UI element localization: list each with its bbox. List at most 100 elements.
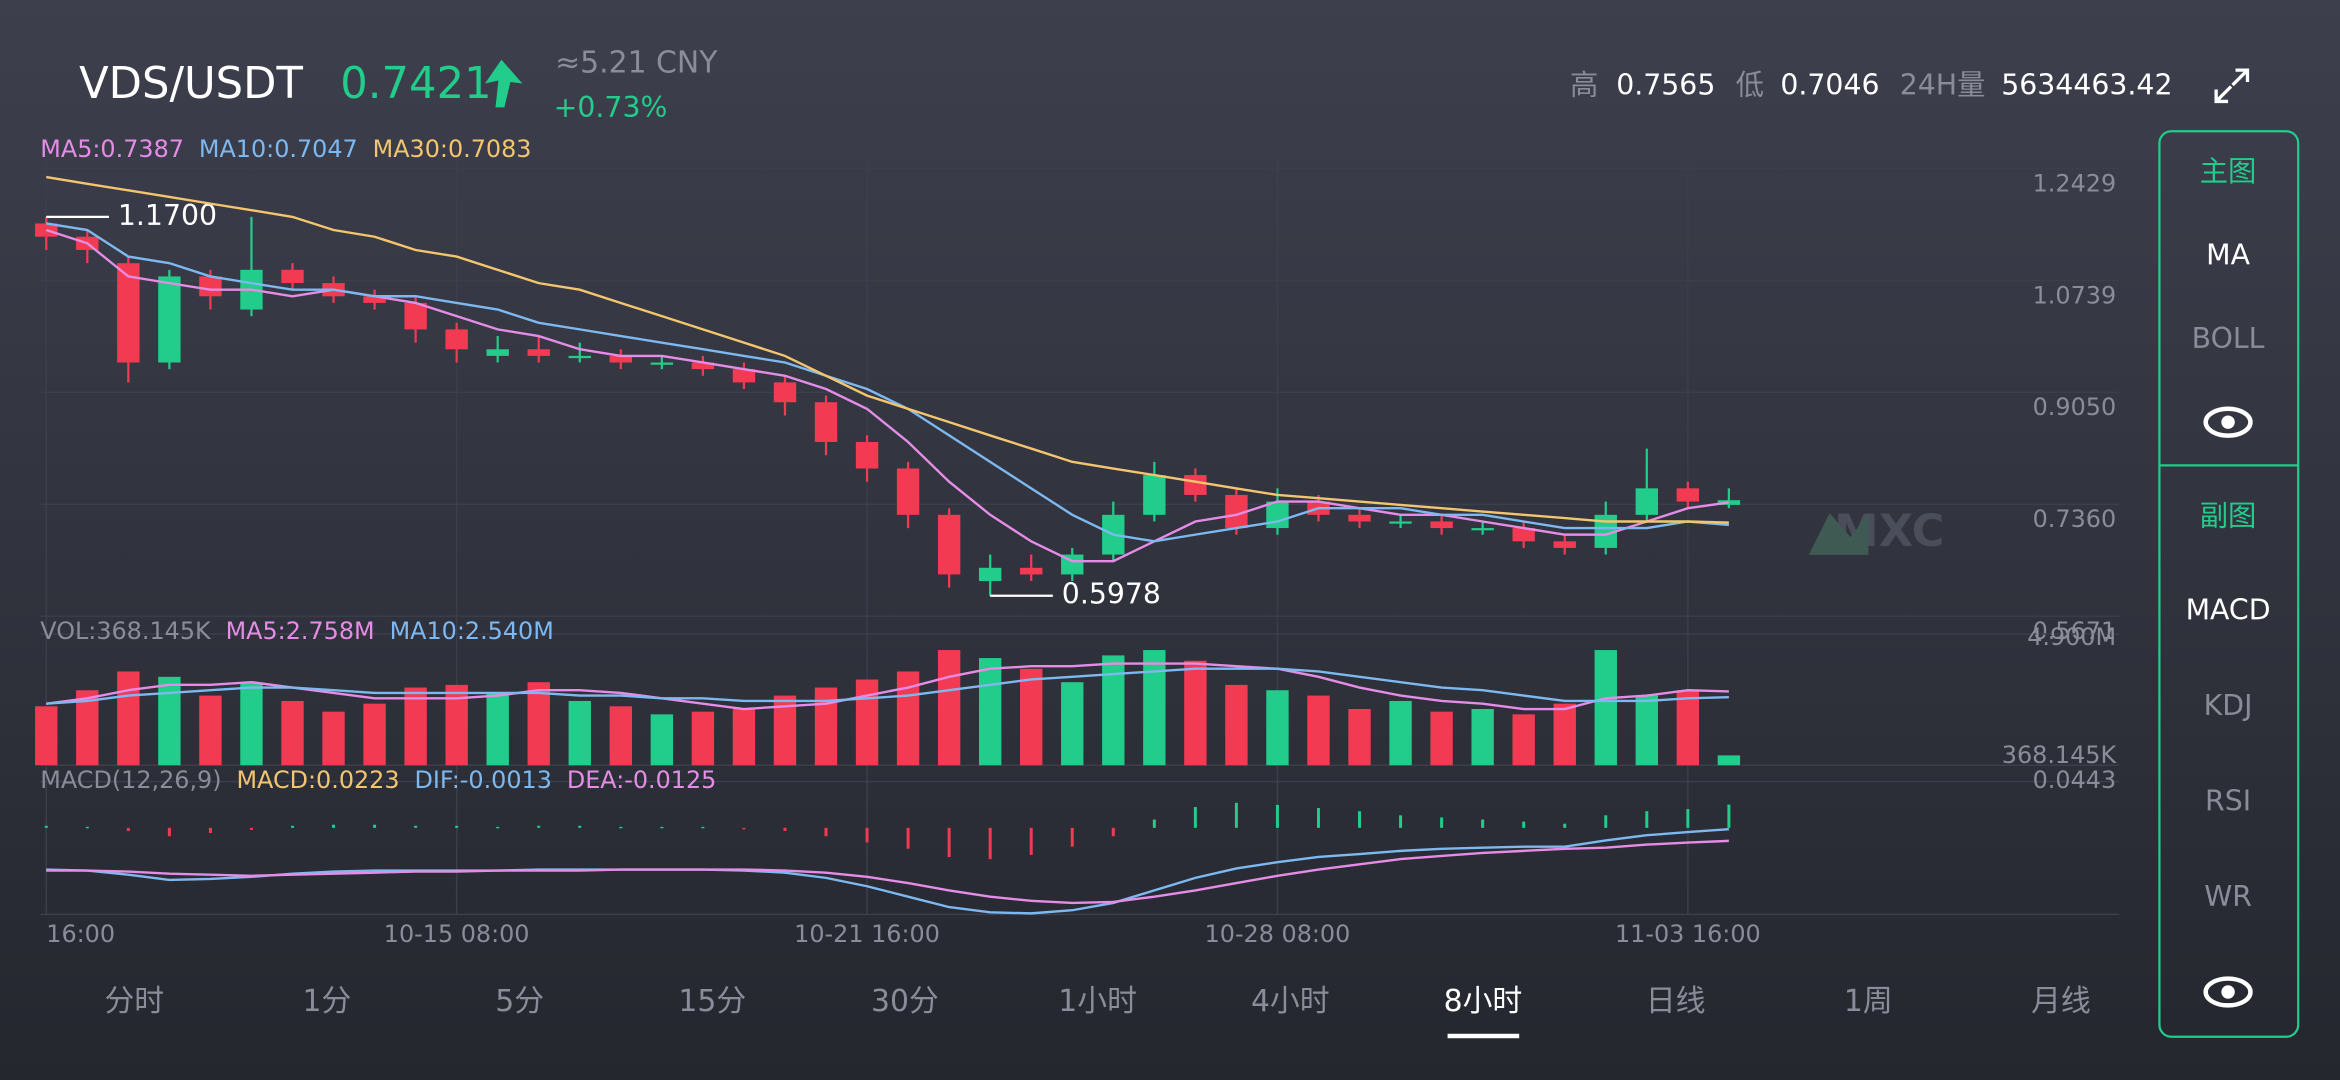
main-indicator[interactable]: BOLL <box>2192 322 2265 355</box>
interval-tab[interactable]: 1小时 <box>1058 984 1137 1019</box>
candle-body <box>814 402 838 442</box>
x-tick-label: 10-21 16:00 <box>794 920 940 948</box>
macd-bar <box>947 827 951 858</box>
volume-bar <box>486 692 509 766</box>
candle-body <box>1512 528 1535 542</box>
macd-bar <box>1522 821 1526 828</box>
interval-tab[interactable]: 1周 <box>1844 984 1893 1019</box>
x-tick-label: 11-03 16:00 <box>1615 920 1761 948</box>
volume-bar <box>1061 682 1084 766</box>
macd-bar <box>1563 823 1567 828</box>
macd-bar <box>1275 804 1279 828</box>
candle-body <box>1184 475 1207 495</box>
interval-tab[interactable]: 15分 <box>678 984 746 1019</box>
candle-body <box>896 468 920 515</box>
volume-bar <box>158 676 181 766</box>
candle-body <box>527 349 550 356</box>
candle-body <box>609 355 633 363</box>
interval-tab[interactable]: 30分 <box>871 984 939 1019</box>
interval-tab[interactable]: 1分 <box>303 984 352 1019</box>
macd-bar <box>126 827 130 831</box>
fullscreen-button[interactable] <box>2214 68 2250 104</box>
interval-tab[interactable]: 日线 <box>1646 984 1706 1019</box>
macd-bar <box>783 827 787 831</box>
legend-entry: DEA:-0.0125 <box>567 766 717 794</box>
volume-bar <box>1594 650 1617 766</box>
macd-bar <box>44 825 48 828</box>
candle-body <box>199 276 222 297</box>
legend-entry: MA10:0.7047 <box>199 135 358 163</box>
sub-indicator[interactable]: WR <box>2204 880 2252 913</box>
macd-bar <box>455 825 459 828</box>
macd-bar <box>373 824 377 828</box>
indicator-line <box>46 839 1729 905</box>
max-label: 1.1700 <box>118 199 217 232</box>
macd-bar <box>496 826 500 829</box>
indicator-line <box>46 828 1729 915</box>
x-tick-label: 16:00 <box>46 920 115 948</box>
sub-chart-title: 副图 <box>2200 500 2257 533</box>
candle-body <box>978 567 1002 582</box>
candle-body <box>1471 528 1494 531</box>
volume-bar <box>1430 711 1453 766</box>
volume-bar <box>363 703 386 766</box>
x-tick-label: 10-28 08:00 <box>1205 920 1351 948</box>
interval-tab[interactable]: 分时 <box>104 984 164 1019</box>
active-tab-underline <box>1447 1033 1520 1039</box>
macd-bar <box>1316 808 1320 828</box>
macd-bar <box>1481 819 1485 828</box>
sub-indicator[interactable]: MACD <box>2186 594 2271 627</box>
macd-bar <box>701 826 705 829</box>
macd-bar <box>1399 815 1403 828</box>
volume-bar <box>199 695 222 766</box>
last-price: 0.7421 <box>340 59 491 109</box>
interval-tab[interactable]: 月线 <box>2031 984 2091 1019</box>
volume-bar <box>1102 655 1125 766</box>
volume-bar <box>1266 690 1289 766</box>
volume-bar <box>240 682 263 766</box>
volume-bar <box>1184 660 1207 766</box>
macd-bar <box>1111 827 1115 837</box>
macd-bar <box>988 827 992 860</box>
macd-bar <box>1645 811 1649 828</box>
main-eye-toggle[interactable] <box>2203 406 2253 438</box>
legend-entry: DIF:-0.0013 <box>414 766 551 794</box>
sub-eye-toggle[interactable] <box>2203 976 2253 1008</box>
volume-bar <box>1635 695 1658 766</box>
candle-body <box>691 362 715 370</box>
candle-body <box>1143 475 1166 515</box>
indicator-line <box>46 662 1729 711</box>
y-tick-label: 1.0739 <box>2033 281 2117 309</box>
volume-bar <box>1348 708 1371 766</box>
x-tick-label: 10-15 08:00 <box>384 920 530 948</box>
macd-bar <box>824 827 828 837</box>
volume-bar <box>322 711 345 766</box>
macd-bar <box>619 826 623 829</box>
main-indicator[interactable]: MA <box>2206 239 2250 272</box>
macd-bar <box>208 827 212 834</box>
macd-bar <box>1686 809 1690 828</box>
macd-bar <box>1152 819 1156 828</box>
volume-bar <box>609 706 633 766</box>
volume-bar <box>1553 703 1576 766</box>
candle-body <box>404 302 427 330</box>
pair: VDS/USDT <box>79 59 303 109</box>
candle-body <box>158 276 181 363</box>
sub-indicator[interactable]: RSI <box>2205 785 2251 818</box>
y-tick-label: 4.900M <box>2027 623 2116 651</box>
legend-entry: MA5:2.758M <box>226 617 375 645</box>
candle-body <box>1225 494 1248 529</box>
interval-tab[interactable]: 4小时 <box>1251 984 1330 1019</box>
candle-body <box>773 382 797 403</box>
macd-bar <box>906 827 910 849</box>
candle-body <box>117 263 140 363</box>
volume-bar <box>978 658 1002 766</box>
indicator-line <box>46 667 1729 705</box>
volume-bar <box>773 695 797 766</box>
volume-legend: VOL:368.145K <box>40 617 212 645</box>
interval-tab[interactable]: 5分 <box>495 984 544 1019</box>
interval-tab[interactable]: 8小时 <box>1444 984 1523 1019</box>
candle-body <box>1020 567 1043 575</box>
macd-bar <box>1727 804 1731 828</box>
sub-indicator[interactable]: KDJ <box>2204 689 2253 722</box>
